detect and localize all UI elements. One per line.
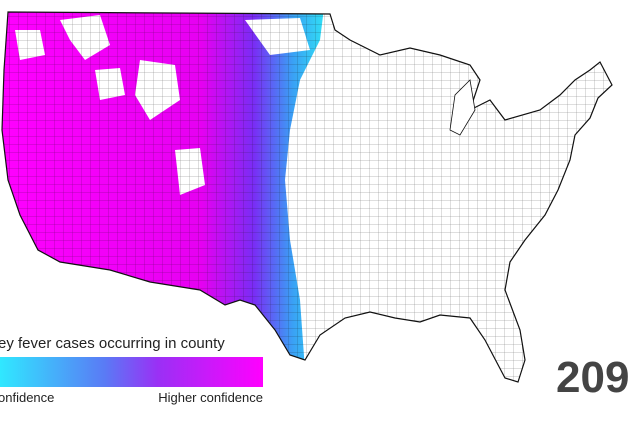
year-label: 209 bbox=[556, 353, 629, 402]
legend-title: ey fever cases occurring in county bbox=[0, 335, 225, 352]
legend-high-label: Higher confidence bbox=[158, 390, 263, 405]
lake-michigan bbox=[449, 79, 476, 136]
legend-low-label: onfidence bbox=[0, 390, 54, 405]
legend-gradient bbox=[0, 357, 263, 387]
